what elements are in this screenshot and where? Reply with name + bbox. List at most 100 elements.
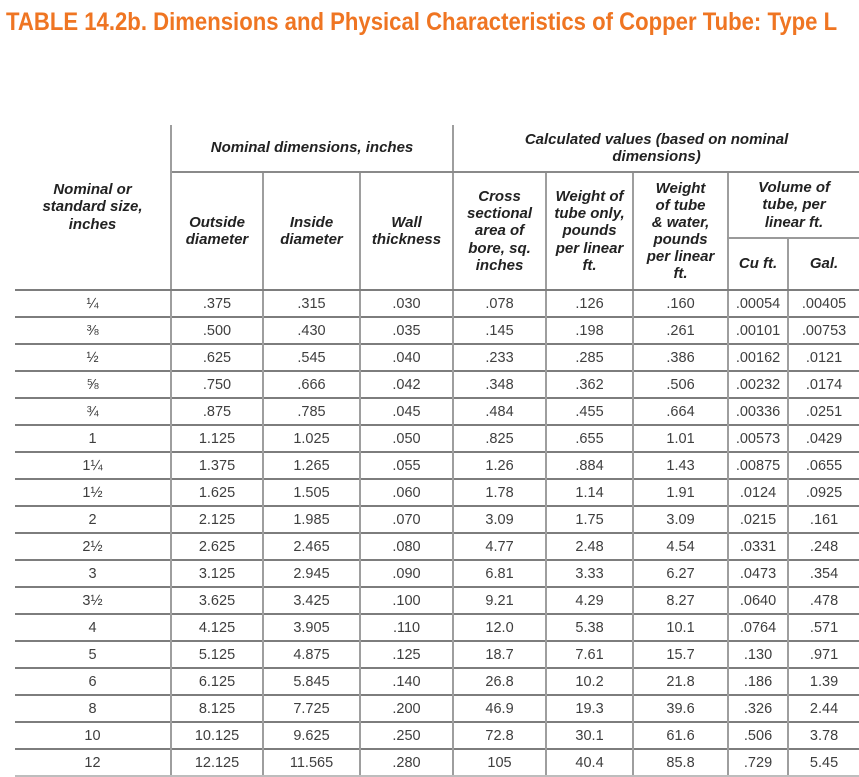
value-cell: .326	[727, 694, 789, 722]
value-cell: .00405	[787, 289, 859, 317]
size-cell: 5	[15, 640, 171, 668]
value-cell: .200	[358, 694, 454, 722]
size-cell: ½	[15, 343, 171, 371]
header-group-calculated-values-label: Calculated values (based on nominal dime…	[524, 130, 789, 165]
table-row: 1½ 1.625 1.505.060 1.78 1.14 1.91.0124.0925	[15, 478, 859, 506]
value-cell: .140	[358, 667, 454, 695]
value-cell: 1.75	[545, 505, 634, 533]
value-cell: .0331	[727, 532, 789, 560]
value-cell: .030	[358, 289, 454, 317]
size-cell: ⅝	[15, 370, 171, 398]
value-cell: 5.38	[545, 613, 634, 641]
size-cell: 1	[15, 424, 171, 452]
value-cell: .315	[262, 289, 360, 317]
value-cell: .0640	[727, 586, 789, 614]
value-cell: .161	[787, 505, 859, 533]
value-cell: .484	[452, 397, 547, 425]
value-cell: 3.905	[262, 613, 360, 641]
value-cell: .571	[787, 613, 859, 641]
value-cell: 3.09	[452, 505, 547, 533]
value-cell: 3.425	[262, 586, 360, 614]
value-cell: 1.625	[170, 478, 263, 506]
value-cell: .060	[358, 478, 454, 506]
header-weight-tube-water-label: Weight of tube & water, pounds per linea…	[646, 179, 715, 283]
value-cell: .0473	[727, 559, 789, 587]
value-cell: .285	[545, 343, 634, 371]
value-cell: 4.54	[632, 532, 729, 560]
table-body: ¼ .375.315.030.078.126.160.00054.00405 ⅜ .5…	[15, 289, 859, 777]
value-cell: .050	[358, 424, 454, 452]
value-cell: 61.6	[632, 721, 729, 749]
value-cell: .125	[358, 640, 454, 668]
value-cell: 3.625	[170, 586, 263, 614]
value-cell: .506	[727, 721, 789, 749]
value-cell: 1.265	[262, 451, 360, 479]
value-cell: .455	[545, 397, 634, 425]
table-row: ¼ .375.315.030.078.126.160.00054.00405	[15, 289, 859, 317]
value-cell: .00101	[727, 316, 789, 344]
value-cell: .00875	[727, 451, 789, 479]
header-nominal-size: Nominal or standard size, inches	[15, 125, 172, 291]
header-cross-sectional-area-label: Cross sectional area of bore, sq. inches	[467, 188, 533, 274]
size-cell: 2	[15, 505, 171, 533]
value-cell: 10.1	[632, 613, 729, 641]
header-wall-thickness: Wall thickness	[358, 172, 454, 291]
header-nominal-size-label: Nominal or standard size, inches	[42, 181, 143, 233]
value-cell: .655	[545, 424, 634, 452]
value-cell: .0121	[787, 343, 859, 371]
size-cell: 3½	[15, 586, 171, 614]
value-cell: 2.625	[170, 532, 263, 560]
value-cell: 9.625	[262, 721, 360, 749]
table-header: Nominal or standard size, inches Nominal…	[15, 125, 859, 291]
value-cell: .145	[452, 316, 547, 344]
value-cell: 3.33	[545, 559, 634, 587]
size-cell: 4	[15, 613, 171, 641]
header-outside-diameter-label: Outside diameter	[185, 213, 249, 248]
header-gal: Gal.	[787, 238, 859, 291]
value-cell: .666	[262, 370, 360, 398]
value-cell: 2.125	[170, 505, 263, 533]
size-cell: 1½	[15, 478, 171, 506]
value-cell: .130	[727, 640, 789, 668]
value-cell: 18.7	[452, 640, 547, 668]
value-cell: 6.81	[452, 559, 547, 587]
header-weight-tube-water: Weight of tube & water, pounds per linea…	[632, 172, 729, 291]
value-cell: .040	[358, 343, 454, 371]
value-cell: 15.7	[632, 640, 729, 668]
value-cell: .045	[358, 397, 454, 425]
value-cell: 2.945	[262, 559, 360, 587]
value-cell: 10.2	[545, 667, 634, 695]
value-cell: .348	[452, 370, 547, 398]
value-cell: .248	[787, 532, 859, 560]
value-cell: 6.27	[632, 559, 729, 587]
header-volume-group: Volume of tube, per linear ft.	[727, 172, 859, 239]
table-row: 3 3.125 2.945.090 6.81 3.33 6.27.0473.354	[15, 559, 859, 587]
value-cell: .0925	[787, 478, 859, 506]
table-row: 1 1.125 1.025.050.825.655 1.01.00573.0429	[15, 424, 859, 452]
header-outside-diameter: Outside diameter	[171, 172, 263, 291]
value-cell: 1.39	[787, 667, 859, 695]
value-cell: 72.8	[452, 721, 547, 749]
table-row: 5 5.125 4.875.125 18.7 7.61 15.7.130.971	[15, 640, 859, 668]
value-cell: .375	[170, 289, 263, 317]
value-cell: .478	[787, 586, 859, 614]
value-cell: 1.375	[170, 451, 263, 479]
value-cell: .070	[358, 505, 454, 533]
value-cell: .545	[262, 343, 360, 371]
value-cell: .00232	[727, 370, 789, 398]
table-row: 2½ 2.625 2.465.080 4.77 2.48 4.54.0331.248	[15, 532, 859, 560]
value-cell: .00054	[727, 289, 789, 317]
value-cell: 2.465	[262, 532, 360, 560]
value-cell: 21.8	[632, 667, 729, 695]
header-group-row: Nominal or standard size, inches Nominal…	[15, 125, 859, 291]
header-cross-sectional-area: Cross sectional area of bore, sq. inches	[452, 172, 547, 291]
value-cell: .506	[632, 370, 729, 398]
value-cell: .198	[545, 316, 634, 344]
size-cell: 12	[15, 748, 171, 777]
value-cell: 1.505	[262, 478, 360, 506]
size-cell: 2½	[15, 532, 171, 560]
value-cell: .100	[358, 586, 454, 614]
value-cell: .0429	[787, 424, 859, 452]
table-row: 3½ 3.625 3.425.100 9.21 4.29 8.27.0640.478	[15, 586, 859, 614]
value-cell: 19.3	[545, 694, 634, 722]
